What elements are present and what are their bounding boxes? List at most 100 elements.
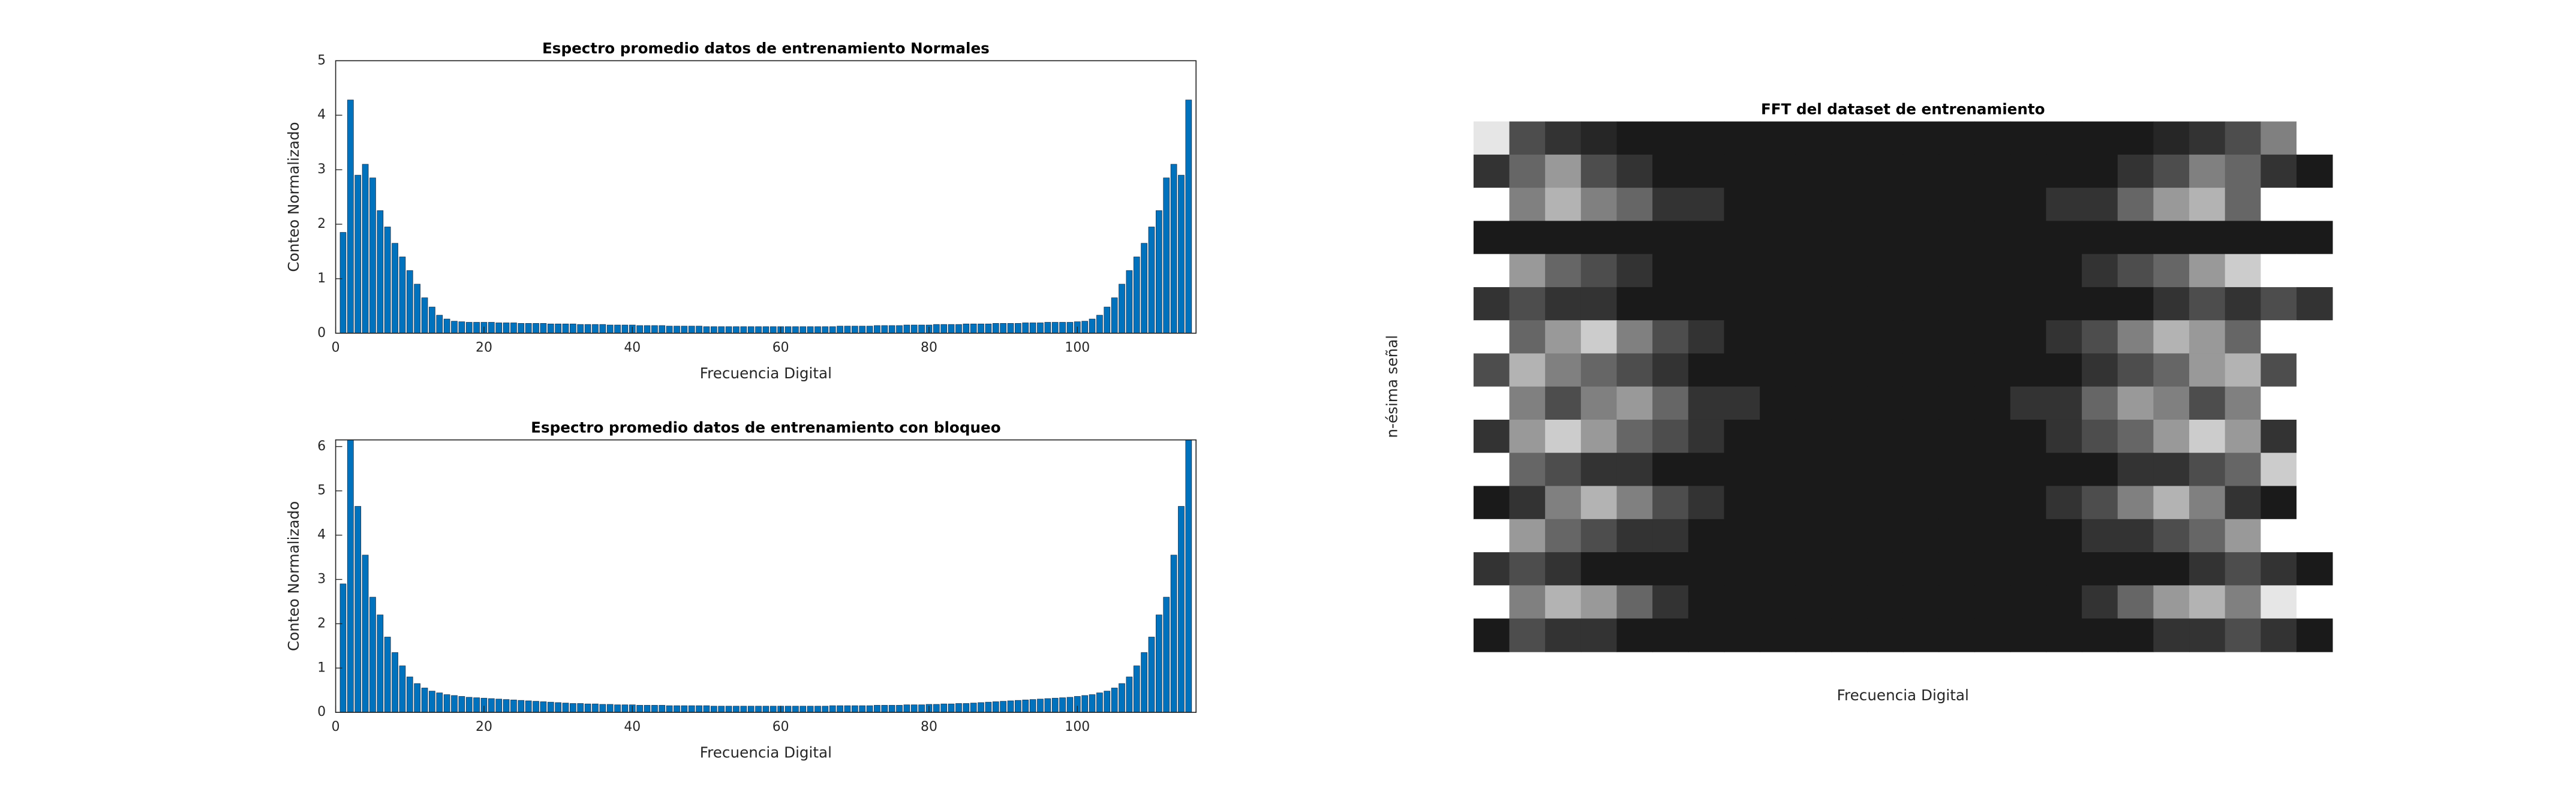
chart-title: Espectro promedio datos de entrenamiento…	[542, 40, 990, 57]
heat-cell	[2261, 519, 2297, 553]
bar	[918, 324, 925, 334]
bar	[451, 695, 458, 713]
bar	[540, 701, 547, 713]
heat-cell	[2153, 154, 2190, 188]
x-axis-label: Frecuencia Digital	[700, 365, 832, 382]
bar	[1096, 315, 1103, 334]
heat-cell	[1580, 618, 1618, 652]
bar	[688, 326, 695, 334]
bar	[1066, 322, 1074, 334]
heat-cell	[2261, 453, 2297, 487]
heat-cell	[1831, 386, 1868, 420]
heat-cell	[2117, 254, 2154, 288]
heat-cell	[1902, 618, 1940, 652]
bar	[443, 318, 450, 334]
heat-cell	[1545, 254, 1582, 288]
bar	[1000, 701, 1007, 713]
heat-cell	[2082, 287, 2118, 321]
heat-cell	[2046, 254, 2082, 288]
bar	[414, 683, 421, 713]
heat-cell	[1509, 221, 1546, 255]
heat-cell	[1938, 188, 1975, 222]
bar	[799, 326, 807, 334]
heat-cell	[1688, 221, 1725, 255]
heat-cell	[1545, 453, 1582, 487]
heat-cell	[1831, 320, 1868, 354]
x-tick-label: 60	[773, 340, 789, 355]
heat-cell	[2082, 353, 2118, 387]
heat-cell	[1688, 552, 1725, 586]
heat-cell	[1509, 486, 1546, 520]
bar	[1007, 700, 1014, 713]
x-axis-label: Frecuencia Digital	[700, 744, 832, 761]
bar	[651, 704, 658, 713]
bar	[903, 324, 910, 334]
bar	[948, 324, 955, 334]
bar	[599, 704, 606, 713]
bar	[681, 705, 688, 713]
heat-cell	[1974, 254, 2011, 288]
heat-cell	[1795, 254, 1832, 288]
bar	[465, 697, 473, 713]
bar	[1148, 637, 1155, 713]
heat-cell	[1902, 320, 1940, 354]
bar	[399, 257, 406, 334]
heat-cell	[1938, 154, 1975, 188]
bar	[1044, 698, 1051, 713]
bar	[362, 555, 369, 713]
heat-cell	[1974, 453, 2011, 487]
heat-cell	[1509, 121, 1546, 155]
heat-cell	[1724, 585, 1760, 619]
bar	[955, 703, 962, 713]
heat-cell	[1473, 585, 1510, 619]
heat-cell	[2117, 552, 2154, 586]
bar	[770, 326, 777, 334]
bar	[533, 701, 539, 713]
x-axis-label: Frecuencia Digital	[1837, 686, 1969, 704]
heat-cell	[2189, 585, 2226, 619]
heat-cell	[2297, 353, 2333, 387]
heat-cell	[1724, 453, 1760, 487]
x-tick-label: 100	[1065, 719, 1090, 734]
heat-cell	[2010, 386, 2047, 420]
heat-cell	[1867, 188, 1904, 222]
heat-cell	[2297, 386, 2333, 420]
bar	[525, 323, 532, 334]
heat-cell	[1938, 121, 1975, 155]
heat-cell	[2261, 585, 2297, 619]
heat-cell	[1616, 585, 1653, 619]
heat-cell	[1652, 419, 1689, 454]
bar	[570, 323, 576, 334]
heat-cell	[1545, 121, 1582, 155]
heat-cell	[2261, 287, 2297, 321]
heat-cell	[2189, 154, 2226, 188]
heat-cell	[2117, 154, 2154, 188]
heat-cell	[1974, 188, 2011, 222]
heat-cell	[1545, 287, 1582, 321]
bar	[874, 704, 880, 713]
bar	[755, 326, 762, 334]
bar	[1155, 615, 1162, 713]
bar	[688, 705, 695, 713]
heat-cell	[2082, 486, 2118, 520]
heat-cell	[1724, 618, 1760, 652]
heat-cell	[1831, 585, 1868, 619]
bar	[421, 297, 428, 334]
bar	[822, 326, 829, 334]
bar	[740, 326, 747, 334]
heat-cell	[1652, 453, 1689, 487]
heat-cell	[1974, 519, 2011, 553]
bar	[1163, 177, 1170, 334]
heat-cell	[2117, 287, 2154, 321]
bar	[762, 706, 770, 713]
heat-cell	[1867, 519, 1904, 553]
bar	[844, 705, 851, 713]
heat-cell	[1902, 221, 1940, 255]
y-axis-label: Conteo Normalizado	[285, 122, 302, 272]
bar	[614, 324, 621, 334]
heat-cell	[1724, 552, 1760, 586]
heat-cell	[1902, 121, 1940, 155]
heat-cell	[1831, 188, 1868, 222]
heat-cell	[1688, 519, 1725, 553]
